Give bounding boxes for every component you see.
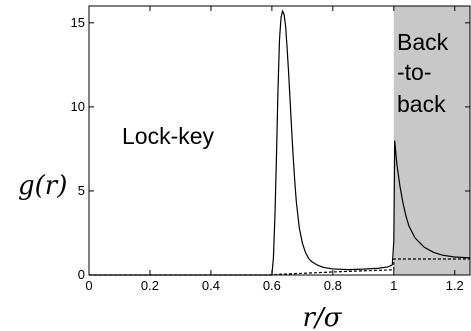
annotation-back-line3: back	[397, 91, 446, 117]
y-tick-label-3: 15	[71, 15, 85, 30]
x-axis-title: r/σ	[303, 303, 343, 331]
x-tick-label-0: 0	[85, 278, 92, 293]
shaded-region-back-to-back	[393, 6, 470, 275]
x-tick-label-2: 0.4	[202, 278, 220, 293]
annotation-back-line2: -to-	[397, 59, 432, 85]
x-tick-label-1: 0.2	[141, 278, 159, 293]
ticks-layer: 0 0.2 0.4 0.6 0.8 1 1.2 0 5 10 15	[71, 6, 470, 293]
annotation-back-line1: Back	[397, 29, 449, 55]
y-tick-label-1: 5	[78, 183, 85, 198]
x-tick-label-5: 1	[390, 278, 397, 293]
x-tick-label-3: 0.6	[263, 278, 281, 293]
x-tick-label-6: 1.2	[446, 278, 464, 293]
y-tick-label-0: 0	[78, 267, 85, 282]
plot-frame	[88, 5, 471, 276]
x-tick-label-4: 0.8	[324, 278, 342, 293]
y-axis-title: g(r)	[18, 171, 67, 201]
annotation-lock-key: Lock-key	[122, 123, 215, 149]
series-line-1-solid	[89, 9, 471, 276]
y-tick-label-2: 10	[71, 99, 85, 114]
